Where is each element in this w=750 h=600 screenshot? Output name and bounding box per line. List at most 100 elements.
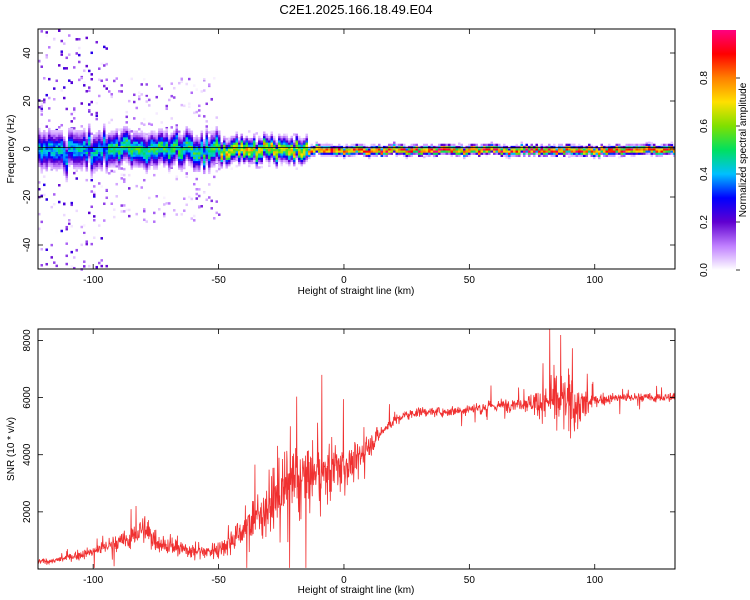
spectrogram-cell [660,154,663,158]
spectrogram-cell [238,159,241,163]
snr-x-ticks: -100 -50 0 50 100 [83,329,604,586]
spectrogram-cell [205,128,208,131]
spectrogram-cell [85,145,88,148]
spectrogram-cell [423,150,426,153]
spectrogram-cell [115,77,118,80]
spectrogram-cell [98,166,101,170]
spectrogram-cell [60,89,63,92]
spectrogram-cell [100,134,103,137]
spectrogram-cell [225,163,228,167]
spectrogram-cell [163,165,166,168]
spectrogram-cell [288,148,291,152]
spectrogram-cell [130,167,133,170]
spectrogram-cell [63,155,66,159]
spectrogram-cell [278,142,281,145]
spectrogram-cell [95,265,98,269]
spectrogram-cell [40,248,43,251]
spectrogram-cell [98,67,101,70]
spectrogram-cell [173,139,176,142]
spectrogram-cell [180,145,183,149]
spectrogram-cell [40,194,43,198]
spectrogram-cell [93,149,96,152]
spectrogram-cell [90,143,93,146]
spectrogram-cell [210,130,213,134]
spectrogram-cell [73,164,76,168]
spectrogram-cell [123,178,126,181]
spectrogram-cell [43,175,46,178]
spectrogram-cell [73,153,76,157]
spectrogram-cell [393,141,396,145]
spectrogram-cell [55,130,58,133]
spectrogram-cell [113,143,116,146]
spectrogram-y-tick-label: 0 [22,146,33,152]
spectrogram-cell [53,155,56,159]
spectrogram-cell [60,158,63,161]
spectrogram-cell [270,135,273,139]
spectrogram-cell [205,162,208,166]
spectrogram-cell [85,151,88,155]
spectrogram-cell [135,132,138,136]
spectrogram-cell [78,151,81,155]
spectrogram-cell [475,148,478,151]
spectrogram-cell [283,153,286,156]
spectrogram-cell [495,150,498,153]
spectrogram-cell [83,81,86,84]
spectrogram-cell [278,159,281,163]
spectrogram-cell [88,89,91,93]
spectrogram-cell [155,132,158,136]
spectrogram-cell [163,141,166,144]
spectrogram-cell [433,156,436,159]
spectrogram-cell [305,150,308,154]
spectrogram-cell [363,143,366,147]
spectrogram-cell [93,166,96,170]
spectrogram-cell [40,164,43,168]
spectrogram-cell [290,148,293,152]
spectrogram-cell [200,132,203,136]
spectrogram-cell [58,125,61,129]
spectrogram-cell [500,148,503,151]
spectrogram-cell [268,142,271,145]
spectrogram-cell [95,145,98,148]
spectrogram-cell [45,198,48,201]
spectrogram-cell [165,132,168,136]
spectrogram-cell [643,150,646,153]
spectrogram-cell [428,152,431,155]
spectrogram-cell [618,143,621,147]
spectrogram-cell [95,140,98,144]
spectrogram-cell [235,135,238,139]
spectrogram-cell [523,144,526,148]
spectrogram-cell [63,160,66,163]
spectrogram-cell [535,148,538,151]
spectrogram-cell [283,159,286,163]
spectrogram-cell [133,100,136,104]
spectrogram-cell [215,139,218,142]
spectrogram-cell [323,154,326,158]
spectrogram-cell [55,160,58,163]
spectrogram-cell [105,264,108,268]
spectrogram-cell [280,155,283,158]
spectrogram-cell [90,149,93,152]
spectrogram-cell [518,150,521,153]
spectrogram-cell [48,149,51,152]
spectrogram-cell [133,145,136,149]
spectrogram-cell [205,154,208,157]
spectrogram-cell [130,134,133,138]
spectrogram-cell [95,117,98,121]
spectrogram-cell [223,142,226,145]
spectrogram-cell [85,140,88,144]
spectrogram-cell [183,149,186,153]
spectrogram-cell [280,159,283,163]
spectrogram-cell [133,149,136,153]
spectrogram-cell [128,139,131,142]
spectrogram-cell [650,152,653,155]
spectrogram-cell [135,106,138,110]
spectrogram-cell [658,148,661,151]
spectrogram-cell [248,155,251,158]
spectrogram-cell [113,170,116,173]
spectrogram-cell [418,152,421,155]
spectrogram-cell [195,162,198,166]
spectrogram-cell [248,148,251,152]
spectrogram-cell [158,128,161,131]
spectrogram-cell [190,149,193,153]
spectrogram-cell [128,130,131,134]
